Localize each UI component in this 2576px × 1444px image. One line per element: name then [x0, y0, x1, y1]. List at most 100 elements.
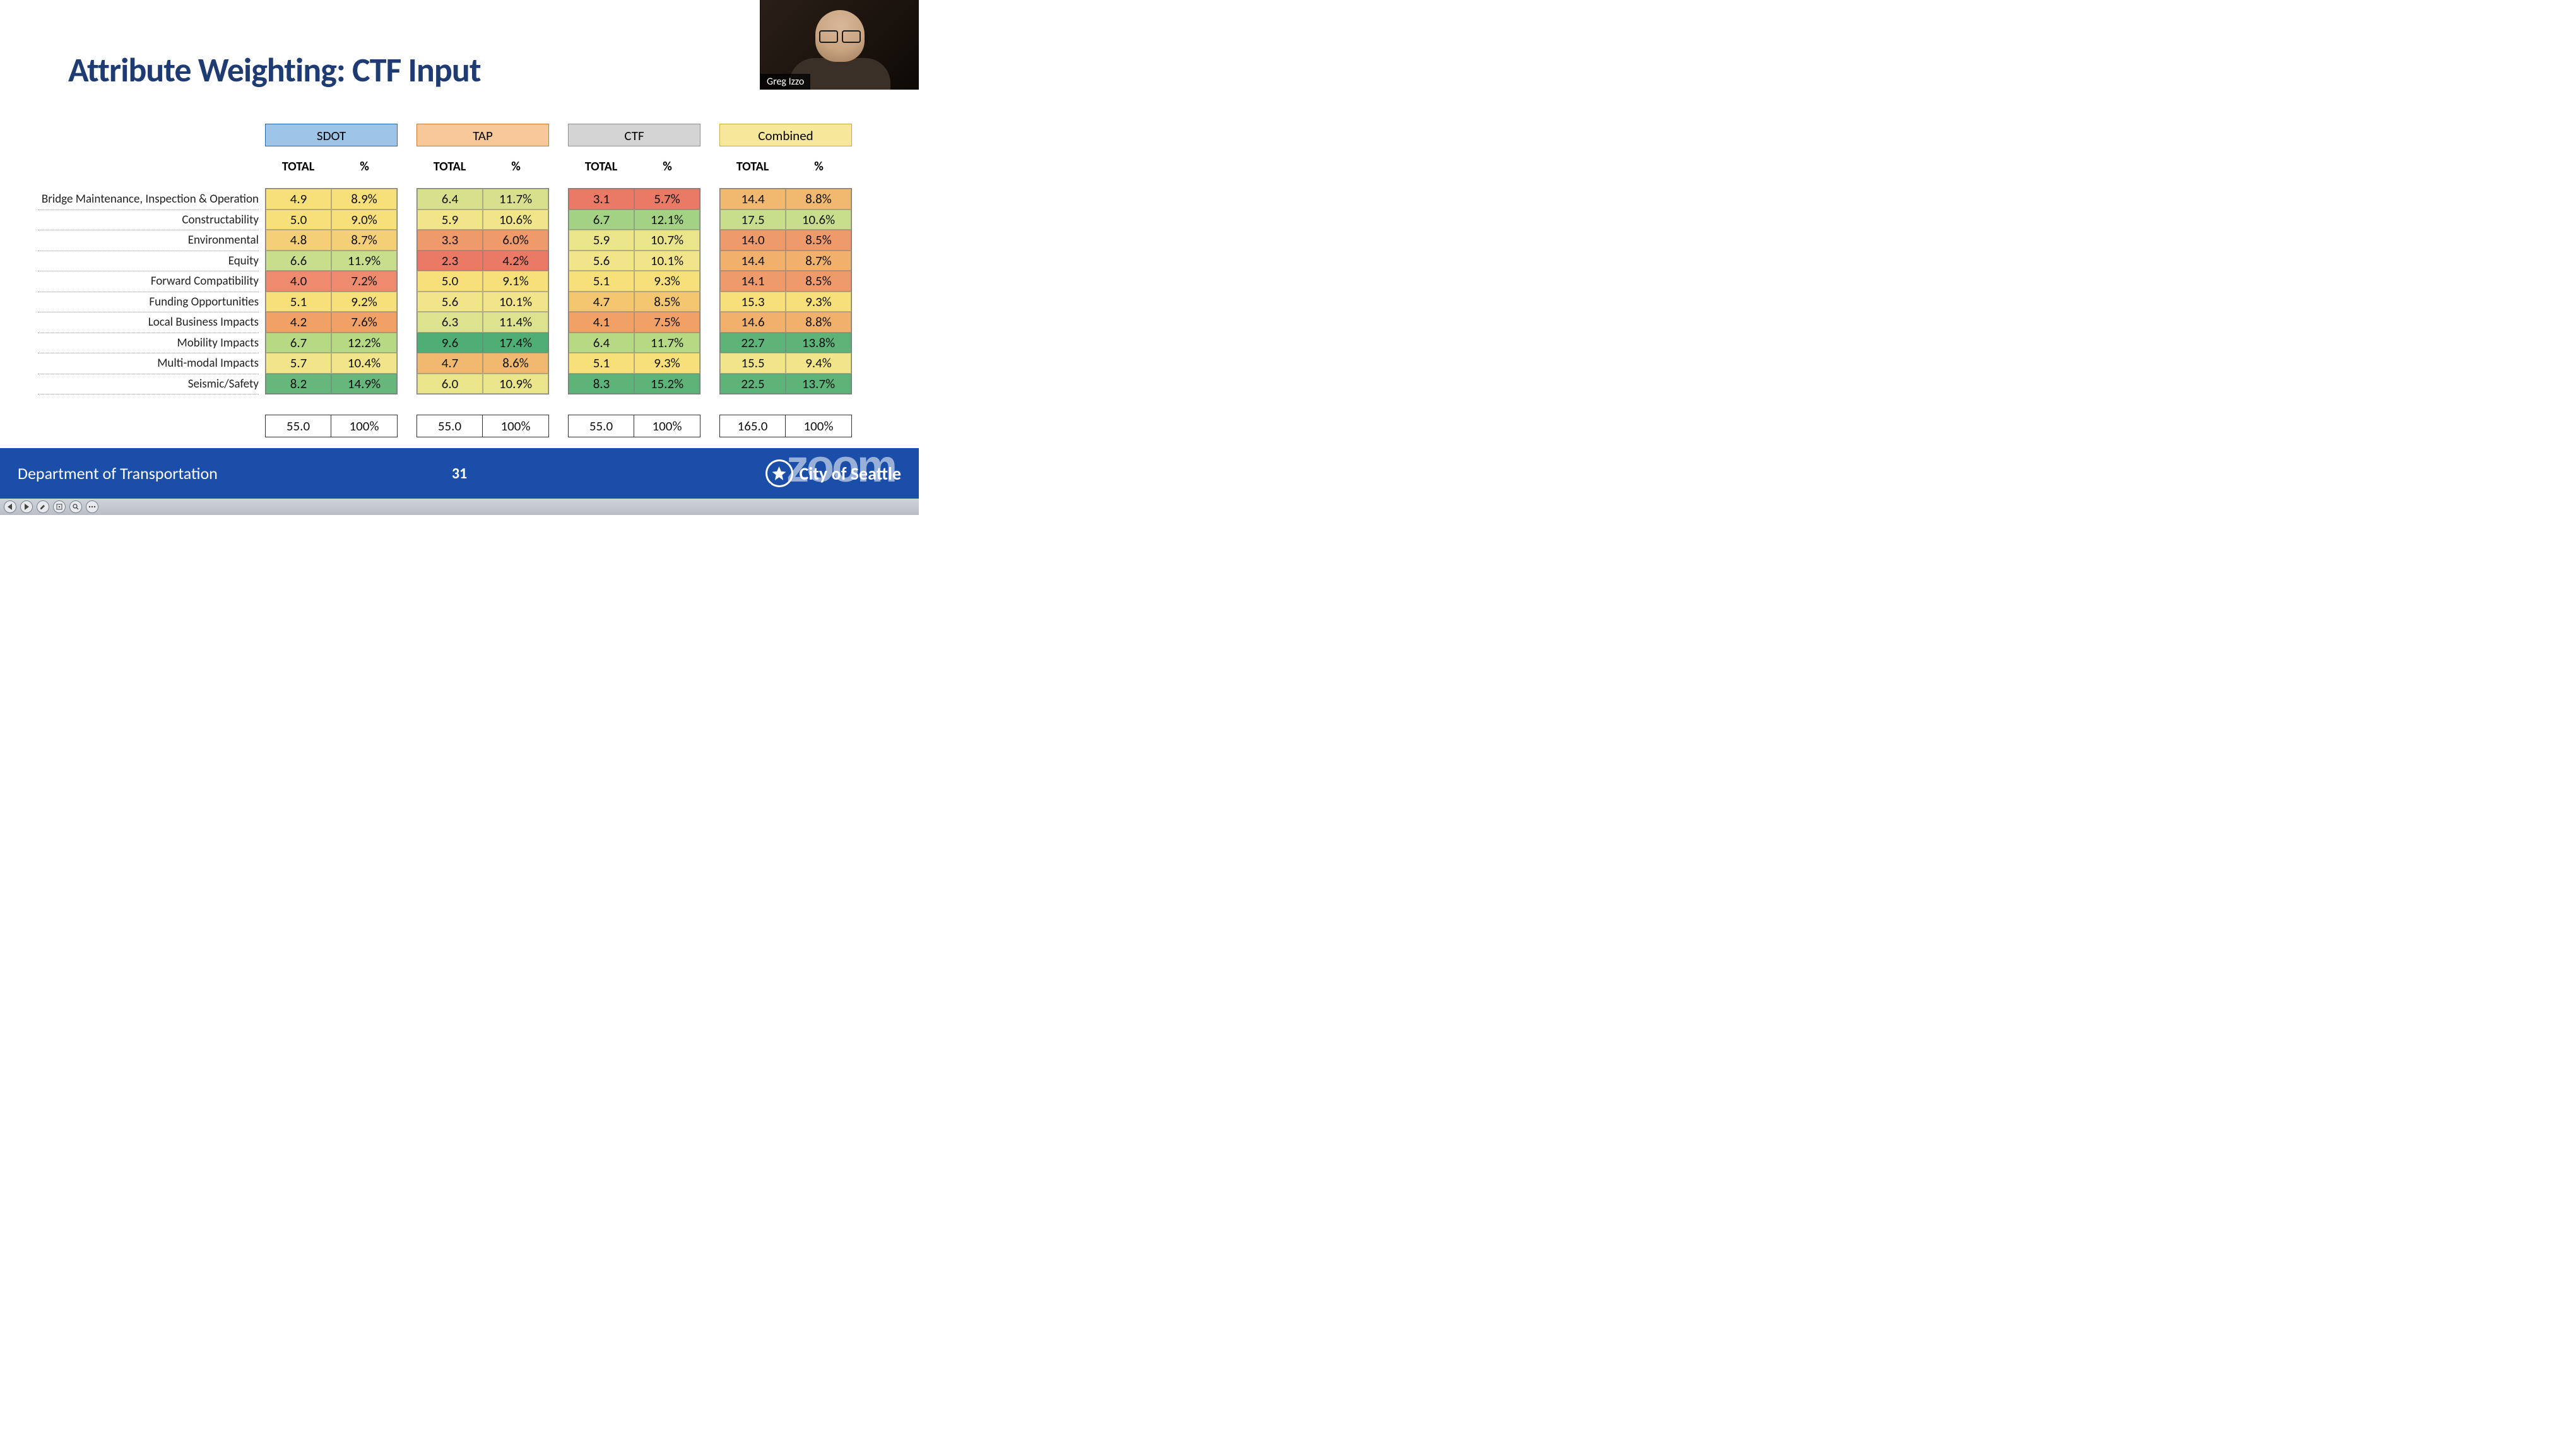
cell-total: 3.1: [569, 189, 634, 210]
group-header: Combined: [719, 124, 852, 146]
cell-pct: 11.7%: [483, 189, 548, 210]
cell-total: 14.4: [720, 189, 786, 210]
row-label: Funding Opportunities: [38, 292, 259, 313]
cell-total: 14.6: [720, 312, 786, 333]
cell-total: 5.1: [569, 353, 634, 374]
table-groups: SDOTTOTAL%4.98.9%5.09.0%4.88.7%6.611.9%4…: [265, 124, 852, 437]
row-label: Environmental: [38, 230, 259, 251]
cell-pct: 7.6%: [331, 312, 397, 333]
edit-button[interactable]: [37, 500, 49, 513]
total-value: 165.0: [720, 415, 786, 437]
group-combined: CombinedTOTAL%14.48.8%17.510.6%14.08.5%1…: [719, 124, 852, 437]
play-button[interactable]: [20, 500, 33, 513]
subheader-pct: %: [634, 159, 700, 174]
cell-total: 6.3: [417, 312, 483, 333]
row-label: Forward Compatibility: [38, 271, 259, 292]
table-row: 22.513.7%: [720, 374, 851, 394]
group-sdot: SDOTTOTAL%4.98.9%5.09.0%4.88.7%6.611.9%4…: [265, 124, 398, 437]
cell-total: 6.7: [569, 210, 634, 230]
cell-pct: 9.3%: [634, 271, 700, 292]
cell-pct: 9.3%: [634, 353, 700, 374]
table-row: 9.617.4%: [417, 333, 548, 353]
cell-total: 14.4: [720, 251, 786, 271]
zoom-button[interactable]: [69, 500, 82, 513]
table-row: 5.610.1%: [417, 292, 548, 312]
cell-pct: 8.7%: [331, 230, 397, 251]
footer-right: City of Seattle: [765, 459, 901, 487]
cell-pct: 11.7%: [634, 333, 700, 353]
cell-pct: 11.9%: [331, 251, 397, 271]
playback-toolbar: [0, 499, 919, 515]
total-value: 55.0: [417, 415, 483, 437]
cell-total: 5.9: [569, 230, 634, 251]
cell-pct: 9.1%: [483, 271, 548, 292]
cell-total: 8.3: [569, 374, 634, 394]
table-row: 6.712.2%: [266, 333, 397, 353]
cell-pct: 10.7%: [634, 230, 700, 251]
pointer-button[interactable]: [53, 500, 66, 513]
group-header: CTF: [568, 124, 700, 146]
cell-pct: 10.9%: [483, 374, 548, 394]
table-row: 4.88.7%: [266, 230, 397, 251]
table-row: 6.611.9%: [266, 251, 397, 271]
cell-total: 4.9: [266, 189, 331, 210]
prev-button[interactable]: [4, 500, 16, 513]
group-tap: TAPTOTAL%6.411.7%5.910.6%3.36.0%2.34.2%5…: [417, 124, 549, 437]
cell-pct: 7.5%: [634, 312, 700, 333]
cell-total: 6.0: [417, 374, 483, 394]
subheader-total: TOTAL: [417, 159, 483, 174]
cell-pct: 13.7%: [786, 374, 851, 394]
cell-pct: 10.6%: [786, 210, 851, 230]
cell-pct: 8.9%: [331, 189, 397, 210]
cell-pct: 10.1%: [483, 292, 548, 312]
table-row: 4.27.6%: [266, 312, 397, 333]
group-rows: 6.411.7%5.910.6%3.36.0%2.34.2%5.09.1%5.6…: [417, 188, 549, 394]
cell-total: 14.1: [720, 271, 786, 292]
cell-total: 6.6: [266, 251, 331, 271]
cell-total: 5.1: [266, 292, 331, 312]
total-pct: 100%: [786, 415, 851, 437]
cell-pct: 10.6%: [483, 210, 548, 230]
cell-pct: 9.4%: [786, 353, 851, 374]
slide-title: Attribute Weighting: CTF Input: [68, 49, 481, 91]
table-row: 6.411.7%: [569, 333, 700, 353]
cell-total: 6.7: [266, 333, 331, 353]
table-row: 6.411.7%: [417, 189, 548, 210]
cell-pct: 8.6%: [483, 353, 548, 374]
cell-total: 2.3: [417, 251, 483, 271]
cell-pct: 6.0%: [483, 230, 548, 251]
table-row: 22.713.8%: [720, 333, 851, 353]
table-row: 2.34.2%: [417, 251, 548, 271]
webcam-thumbnail[interactable]: Greg Izzo: [760, 0, 919, 90]
row-labels: Bridge Maintenance, Inspection & Operati…: [38, 124, 265, 394]
footer-left: Department of Transportation: [18, 463, 765, 483]
row-label: Equity: [38, 251, 259, 272]
table-row: 4.78.5%: [569, 292, 700, 312]
table-row: 14.08.5%: [720, 230, 851, 251]
cell-total: 5.6: [569, 251, 634, 271]
subheader-pct: %: [483, 159, 549, 174]
more-button[interactable]: [86, 500, 98, 513]
table-row: 14.18.5%: [720, 271, 851, 292]
webcam-name-tag: Greg Izzo: [760, 74, 810, 90]
group-totals: 55.0100%: [417, 415, 549, 437]
cell-pct: 7.2%: [331, 271, 397, 292]
row-label: Bridge Maintenance, Inspection & Operati…: [38, 189, 259, 210]
webcam-person-glasses: [819, 30, 861, 40]
cell-total: 4.0: [266, 271, 331, 292]
table-content: Bridge Maintenance, Inspection & Operati…: [38, 124, 887, 437]
cell-pct: 9.0%: [331, 210, 397, 230]
cell-total: 4.1: [569, 312, 634, 333]
cell-total: 5.7: [266, 353, 331, 374]
group-subheader: TOTAL%: [265, 155, 398, 178]
table-row: 6.311.4%: [417, 312, 548, 333]
total-value: 55.0: [569, 415, 634, 437]
city-seal-icon: [765, 459, 793, 487]
cell-total: 5.6: [417, 292, 483, 312]
cell-total: 3.3: [417, 230, 483, 251]
table-row: 5.09.0%: [266, 210, 397, 230]
cell-pct: 8.8%: [786, 189, 851, 210]
row-label: Constructability: [38, 210, 259, 231]
table-row: 5.910.6%: [417, 210, 548, 230]
subheader-total: TOTAL: [719, 159, 786, 174]
